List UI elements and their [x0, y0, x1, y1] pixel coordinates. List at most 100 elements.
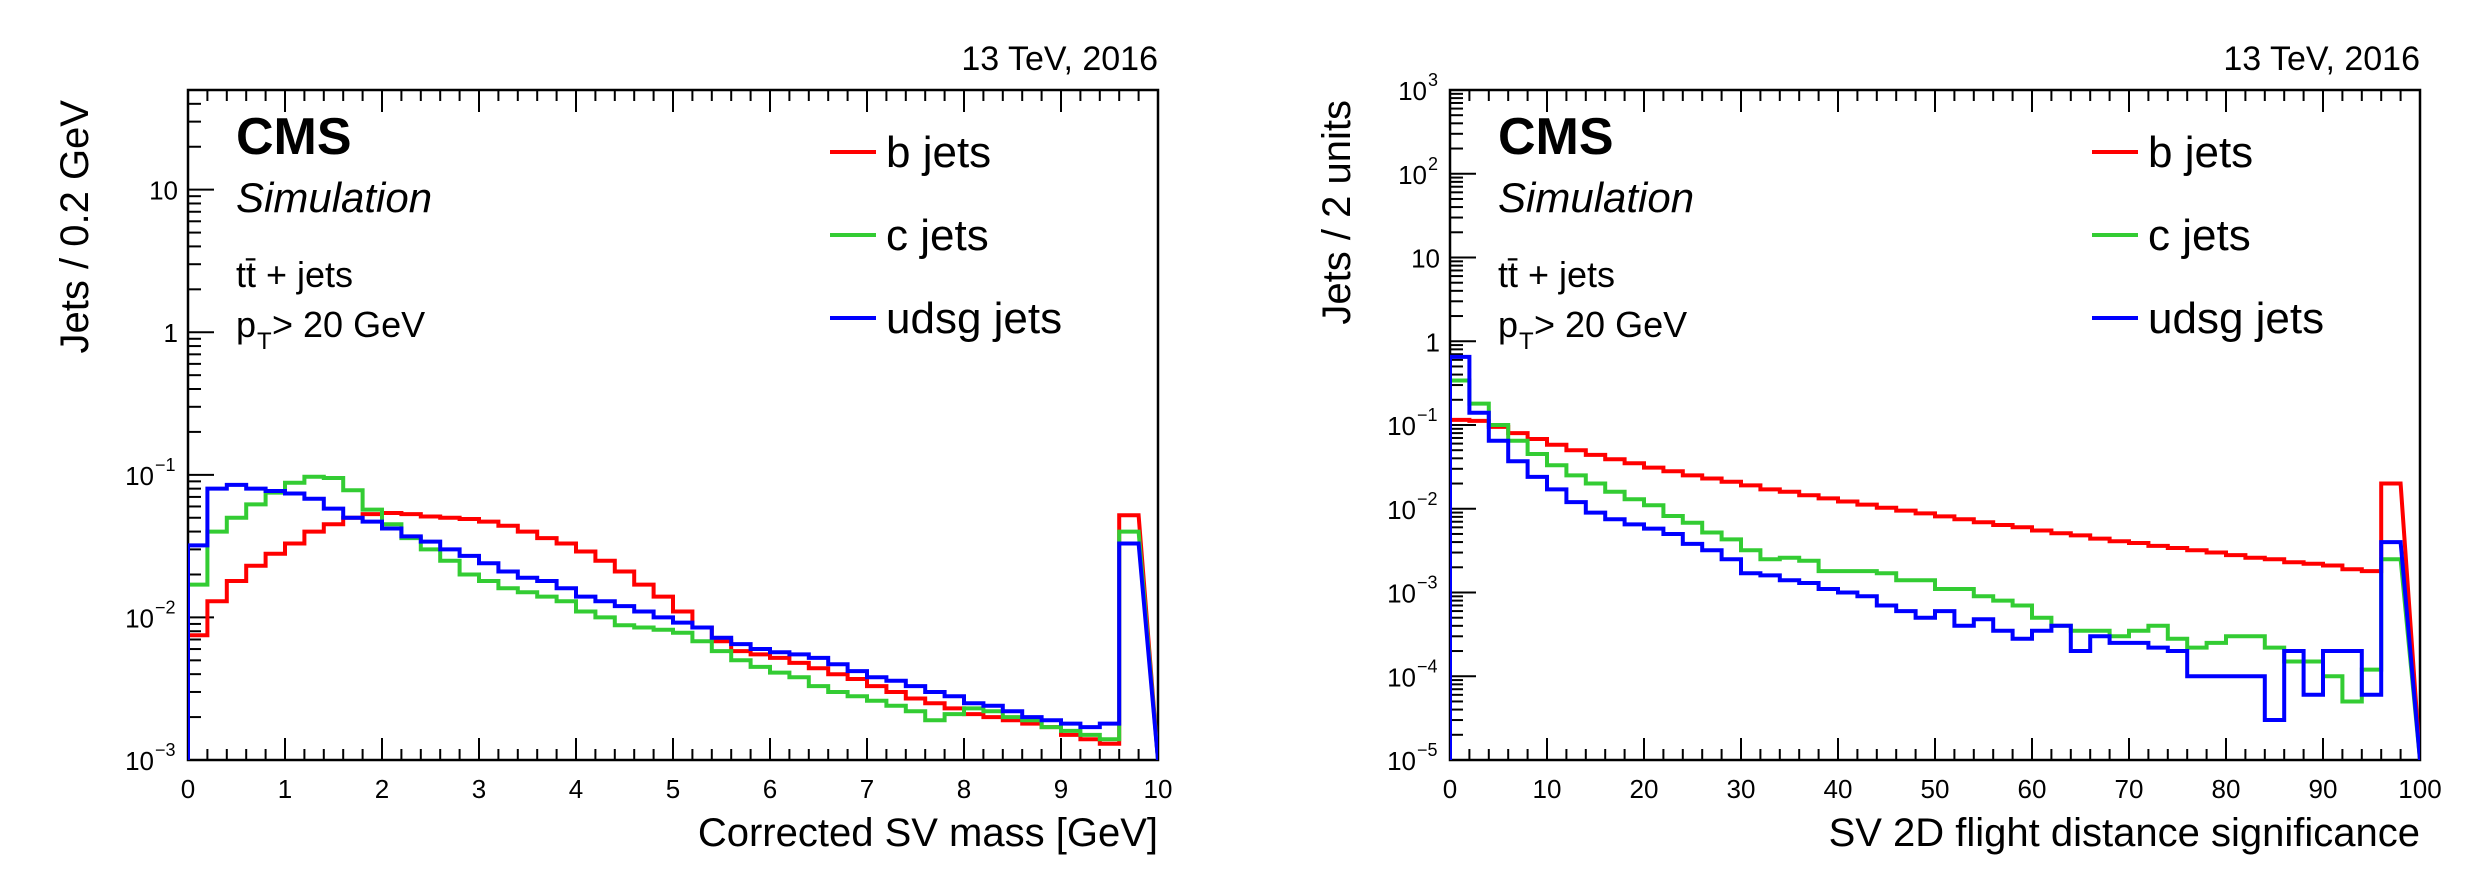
pt-cut-subscript: T	[257, 328, 272, 355]
legend-label: udsg jets	[886, 294, 1062, 343]
y-tick-label: 1	[164, 318, 178, 348]
x-tick-label: 0	[1443, 774, 1457, 804]
y-tick-label: 10 −1	[125, 455, 175, 491]
x-tick-label: 70	[2115, 774, 2144, 804]
energy-label: 13 TeV, 2016	[961, 40, 1158, 78]
y-tick-label: 10	[1411, 244, 1440, 274]
x-tick-label: 10	[1533, 774, 1562, 804]
x-tick-label: 20	[1630, 774, 1659, 804]
simulation-label: Simulation	[1498, 174, 1694, 221]
x-tick-label: 1	[278, 774, 292, 804]
legend-entry: udsg jets	[2092, 294, 2324, 343]
series-line-b-jets	[1450, 417, 2420, 760]
y-tick-exponent: −2	[1417, 489, 1438, 509]
x-tick-label: 0	[181, 774, 195, 804]
y-tick-exponent: −3	[1417, 573, 1438, 593]
legend-label: b jets	[2148, 128, 2253, 177]
x-tick-label: 80	[2212, 774, 2241, 804]
simulation-label: Simulation	[236, 174, 432, 221]
y-tick-exponent: −3	[155, 740, 176, 760]
y-tick-base: 10	[125, 746, 154, 776]
y-axis-label: Jets / 0.2 GeV	[53, 100, 97, 354]
y-tick-base: 10	[1398, 160, 1427, 190]
x-tick-label: 40	[1824, 774, 1853, 804]
y-tick-label: 10 3	[1398, 70, 1438, 106]
y-tick-exponent: 3	[1428, 70, 1438, 90]
legend-entry: c jets	[830, 211, 989, 260]
series-line-udsg-jets	[1450, 354, 2420, 760]
series-group	[1450, 354, 2420, 760]
y-tick-base: 10	[149, 176, 178, 206]
y-tick-label: 10 −1	[1387, 405, 1437, 441]
y-tick-label: 10	[149, 176, 178, 206]
y-tick-base: 10	[1387, 662, 1416, 692]
y-tick-base: 1	[1426, 327, 1440, 357]
pt-cut-symbol: p	[236, 304, 256, 345]
legend-label: b jets	[886, 128, 991, 177]
process-label: tt̄ + jets	[1498, 254, 1615, 295]
x-tick-label: 90	[2309, 774, 2338, 804]
y-tick-exponent: −5	[1417, 740, 1438, 760]
series-group	[188, 474, 1158, 760]
x-tick-label: 100	[2398, 774, 2441, 804]
y-tick-exponent: −1	[1417, 405, 1438, 425]
x-axis-label: Corrected SV mass [GeV]	[698, 811, 1158, 855]
series-line-udsg-jets	[188, 482, 1158, 760]
process-label: tt̄ + jets	[236, 254, 353, 295]
experiment-label: CMS	[236, 108, 352, 166]
y-tick-base: 10	[1387, 495, 1416, 525]
y-axis-label: Jets / 2 units	[1315, 100, 1359, 325]
x-tick-label: 60	[2018, 774, 2047, 804]
y-tick-label: 10 −2	[1387, 489, 1437, 525]
x-tick-label: 30	[1727, 774, 1756, 804]
y-tick-base: 10	[1398, 76, 1427, 106]
legend-entry: b jets	[2092, 128, 2253, 177]
y-tick-label: 10 −3	[125, 740, 175, 776]
legend-entry: c jets	[2092, 211, 2251, 260]
y-tick-label: 10 2	[1398, 154, 1438, 190]
y-tick-exponent: −1	[155, 455, 176, 475]
y-tick-base: 10	[1387, 579, 1416, 609]
y-tick-base: 10	[125, 461, 154, 491]
legend-label: udsg jets	[2148, 294, 2324, 343]
x-tick-label: 9	[1054, 774, 1068, 804]
y-tick-label: 10 −2	[125, 597, 175, 633]
legend-entry: b jets	[830, 128, 991, 177]
pt-cut-value: > 20 GeV	[1534, 304, 1687, 345]
x-tick-label: 3	[472, 774, 486, 804]
pt-cut-value: > 20 GeV	[272, 304, 425, 345]
series-line-c-jets	[1450, 378, 2420, 760]
x-tick-label: 8	[957, 774, 971, 804]
x-tick-label: 5	[666, 774, 680, 804]
y-tick-exponent: −4	[1417, 656, 1438, 676]
pt-cut-subscript: T	[1519, 328, 1534, 355]
y-tick-base: 1	[164, 318, 178, 348]
y-tick-base: 10	[1411, 244, 1440, 274]
x-tick-label: 2	[375, 774, 389, 804]
x-axis-label: SV 2D flight distance significance	[1829, 811, 2420, 855]
x-tick-label: 10	[1144, 774, 1173, 804]
legend-label: c jets	[2148, 211, 2251, 260]
x-tick-label: 7	[860, 774, 874, 804]
y-tick-base: 10	[1387, 746, 1416, 776]
y-tick-base: 10	[1387, 411, 1416, 441]
y-tick-label: 1	[1426, 327, 1440, 357]
y-tick-base: 10	[125, 603, 154, 633]
experiment-label: CMS	[1498, 108, 1614, 166]
series-line-b-jets	[188, 511, 1158, 760]
x-tick-label: 6	[763, 774, 777, 804]
legend-label: c jets	[886, 211, 989, 260]
chart-sv-flight-distance: 0 10 20 30 40 50 60 70 80 90 10010−510−410−310−210…	[1315, 40, 2442, 855]
y-tick-exponent: −2	[155, 597, 176, 617]
y-tick-label: 10 −5	[1387, 740, 1437, 776]
y-tick-label: 10 −3	[1387, 573, 1437, 609]
y-tick-exponent: 2	[1428, 154, 1438, 174]
series-line-c-jets	[188, 474, 1158, 760]
x-tick-label: 50	[1921, 774, 1950, 804]
energy-label: 13 TeV, 2016	[2223, 40, 2420, 78]
x-tick-label: 4	[569, 774, 583, 804]
